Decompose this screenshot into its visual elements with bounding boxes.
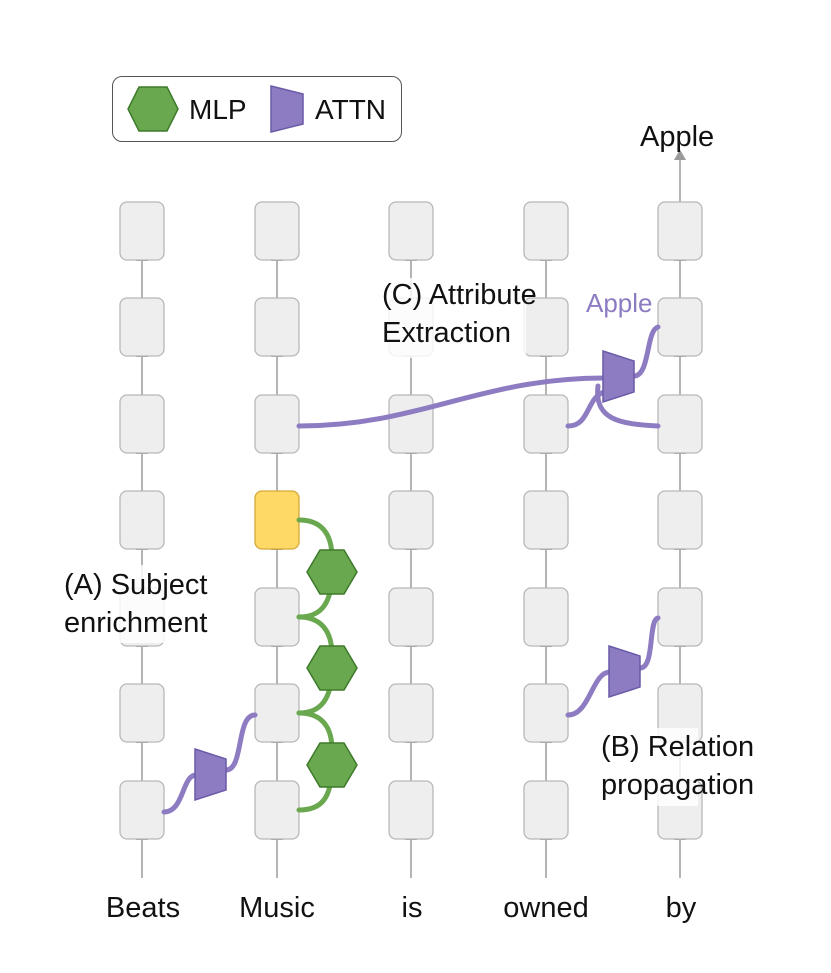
output-token: Apple bbox=[640, 121, 715, 153]
hidden-state-block bbox=[388, 490, 434, 550]
hidden-state-block bbox=[657, 490, 703, 550]
hidden-state-block bbox=[388, 780, 434, 840]
hidden-state-block bbox=[657, 587, 703, 647]
hidden-state-block bbox=[523, 201, 569, 261]
attn-path-by-to-extract bbox=[595, 383, 661, 429]
attn-path-by-out bbox=[637, 615, 661, 671]
hidden-state-block bbox=[119, 297, 165, 357]
hidden-state-block bbox=[119, 780, 165, 840]
hidden-state-block bbox=[119, 490, 165, 550]
token-owned: owned bbox=[503, 892, 589, 924]
hidden-state-blocks bbox=[119, 201, 703, 840]
residual-arrows bbox=[136, 149, 686, 878]
hidden-state-block bbox=[119, 394, 165, 454]
hidden-state-block bbox=[254, 780, 300, 840]
hidden-state-block bbox=[523, 490, 569, 550]
hidden-state-block bbox=[254, 683, 300, 743]
attn-path-subject-in bbox=[296, 375, 607, 429]
attn-path-extract-out bbox=[631, 324, 661, 379]
mlp-legend-label: MLP bbox=[189, 94, 247, 125]
hidden-state-block bbox=[523, 780, 569, 840]
hidden-state-block bbox=[388, 683, 434, 743]
attribute-extraction-line2: Extraction bbox=[382, 317, 511, 349]
attn-path-music-out bbox=[223, 712, 258, 773]
hidden-state-block bbox=[119, 201, 165, 261]
hidden-state-block bbox=[388, 587, 434, 647]
attn-legend-icon bbox=[270, 85, 304, 133]
attn-component-extraction bbox=[602, 349, 635, 404]
subject-enrichment-line2: enrichment bbox=[64, 607, 208, 639]
token-is: is bbox=[401, 892, 423, 924]
hidden-state-block bbox=[657, 297, 703, 357]
hidden-state-block bbox=[254, 297, 300, 357]
mlp-component bbox=[306, 742, 358, 788]
relation-propagation-line1: (B) Relation bbox=[601, 731, 755, 763]
token-by: by bbox=[665, 892, 697, 924]
hidden-state-block bbox=[254, 201, 300, 261]
hidden-state-block bbox=[523, 683, 569, 743]
hidden-state-block bbox=[657, 394, 703, 454]
mlp-component bbox=[306, 549, 358, 595]
attn-path-beats-in bbox=[161, 772, 199, 815]
hidden-state-block bbox=[523, 394, 569, 454]
hidden-state-block bbox=[388, 394, 434, 454]
attn-path-owned-in bbox=[565, 669, 613, 718]
label-backdrop-attribute bbox=[376, 278, 526, 358]
hidden-state-block bbox=[388, 201, 434, 261]
hidden-state-block bbox=[523, 587, 569, 647]
attn-legend-label: ATTN bbox=[315, 94, 387, 125]
attn-output-label: Apple bbox=[586, 288, 653, 318]
label-backdrop-subject bbox=[60, 565, 170, 643]
components bbox=[194, 349, 641, 802]
label-backdrop-relation bbox=[598, 728, 698, 806]
legend: MLP ATTN bbox=[112, 76, 402, 142]
subject-highlight-block bbox=[254, 490, 300, 550]
mlp-legend-icon bbox=[127, 86, 179, 132]
connection-paths bbox=[161, 324, 661, 815]
relation-propagation-line2: propagation bbox=[601, 769, 755, 801]
hidden-state-block bbox=[254, 394, 300, 454]
attribute-extraction-line1: (C) Attribute bbox=[382, 279, 537, 311]
token-beats: Beats bbox=[105, 892, 181, 924]
subject-enrichment-line1: (A) Subject bbox=[64, 569, 208, 601]
mlp-component bbox=[306, 645, 358, 691]
label-backdrops bbox=[60, 278, 698, 806]
attn-component-subject bbox=[194, 747, 227, 802]
attn-component-relation bbox=[608, 644, 641, 699]
hidden-state-block bbox=[119, 683, 165, 743]
hidden-state-block bbox=[657, 201, 703, 261]
token-music: Music bbox=[239, 892, 315, 924]
hidden-state-block bbox=[254, 587, 300, 647]
